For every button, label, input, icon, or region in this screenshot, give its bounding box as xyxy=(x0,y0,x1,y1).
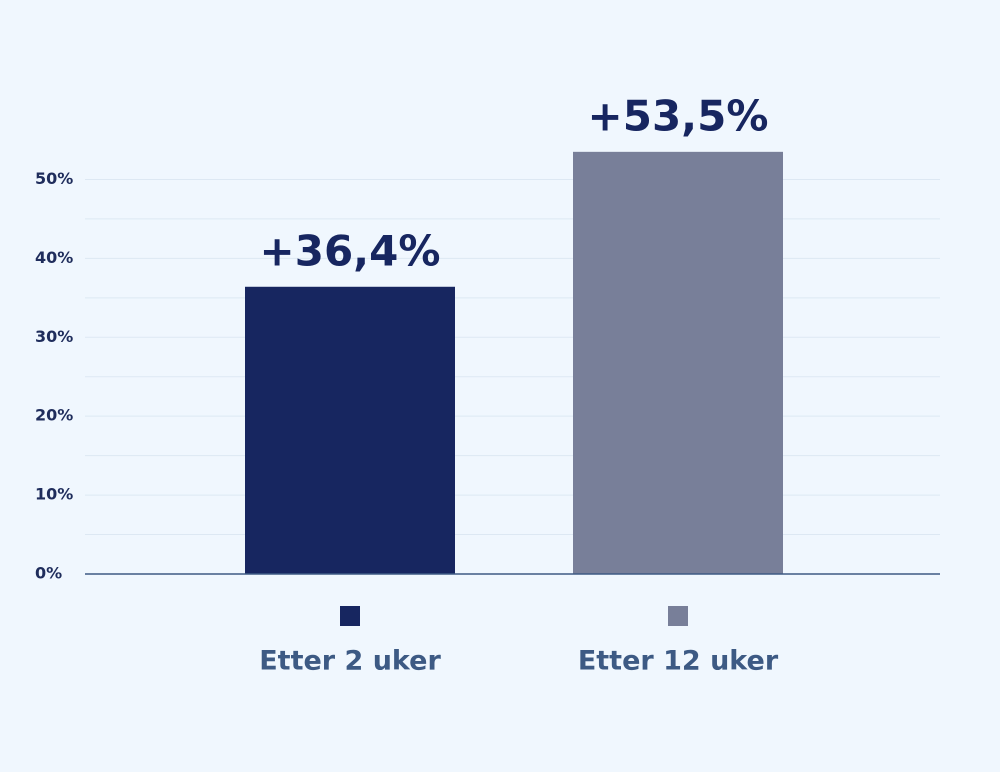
value-label: +53,5% xyxy=(588,91,769,140)
bar xyxy=(573,151,783,574)
y-tick-label: 50% xyxy=(35,169,73,188)
y-tick-label: 20% xyxy=(35,406,73,425)
y-tick-label: 0% xyxy=(35,564,62,583)
legend-swatch xyxy=(668,606,688,626)
legend-label: Etter 12 uker xyxy=(578,646,779,677)
legend-label: Etter 2 uker xyxy=(259,646,441,677)
bar xyxy=(245,286,455,574)
y-tick-label: 10% xyxy=(35,485,73,504)
y-tick-label: 40% xyxy=(35,248,73,267)
legend-swatch xyxy=(340,606,360,626)
value-label: +36,4% xyxy=(260,226,441,275)
y-tick-label: 30% xyxy=(35,327,73,346)
